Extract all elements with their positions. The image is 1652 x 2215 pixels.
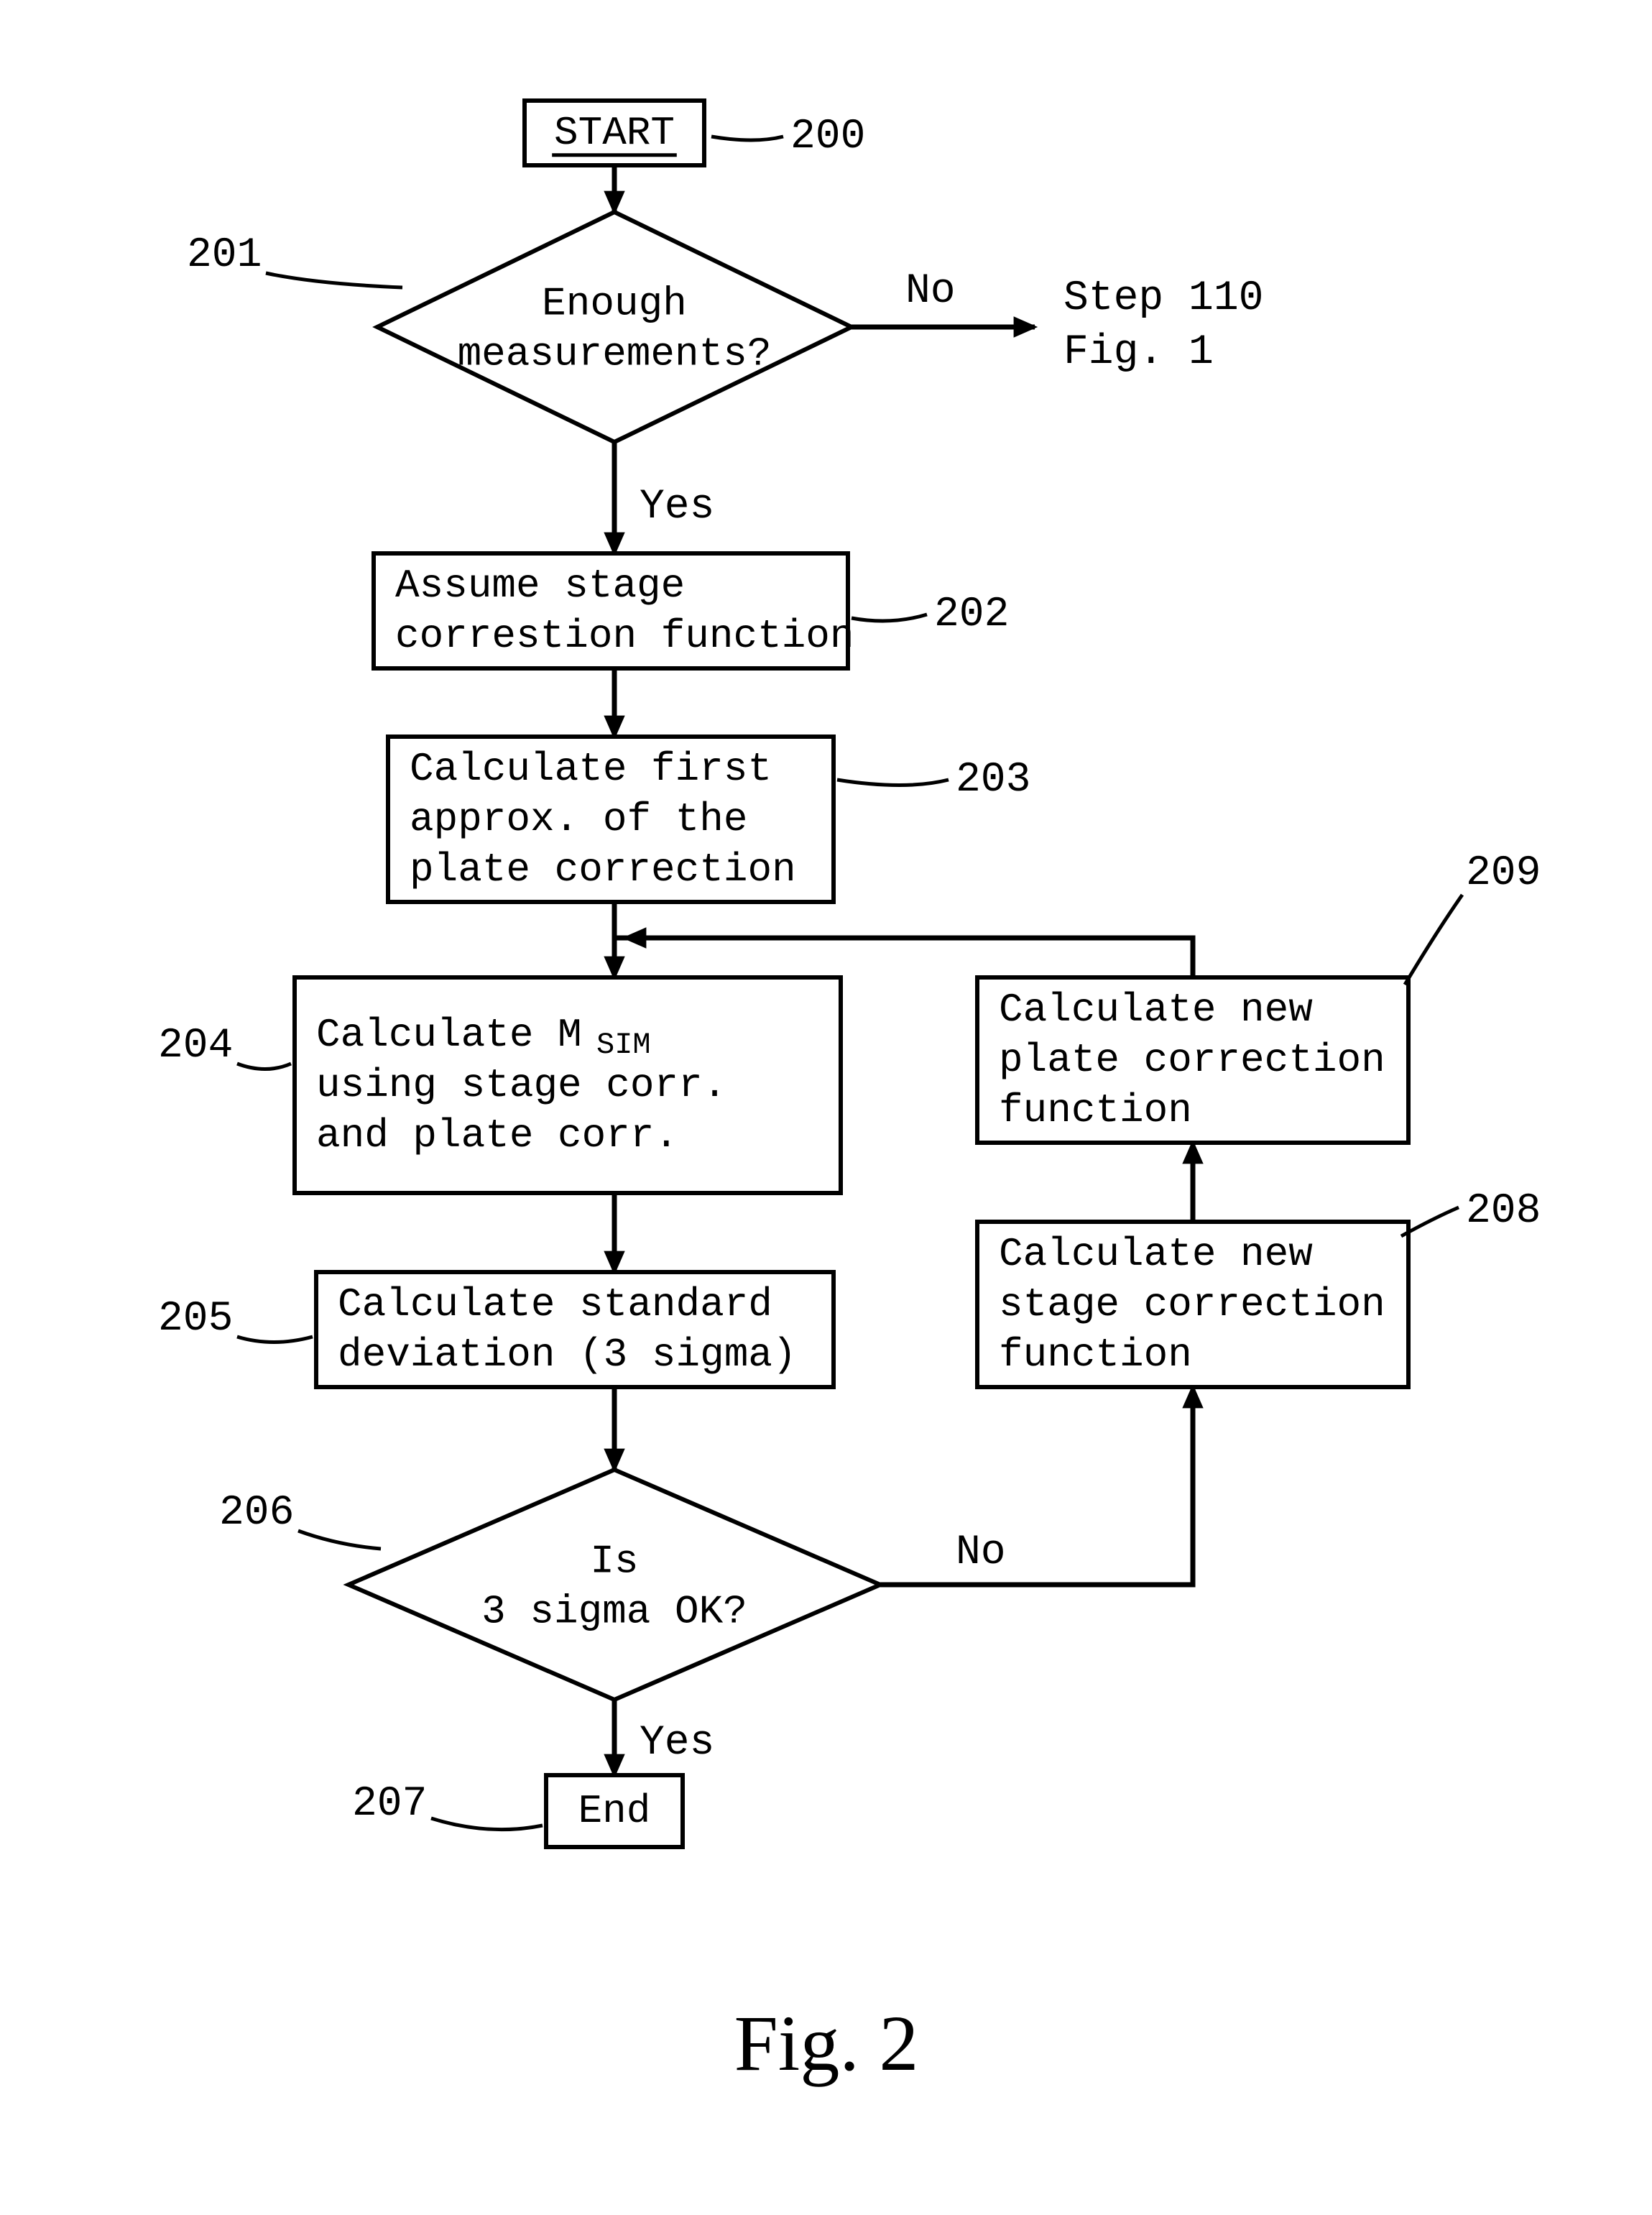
node-text: plate correction [999,1037,1385,1083]
node-text: deviation (3 sigma) [338,1332,797,1378]
subscript: SIM [596,1028,651,1062]
flow-edge [625,938,1193,977]
node-text: Calculate new [999,987,1313,1033]
leader-line [837,780,949,786]
ref-label: 203 [956,757,1030,803]
leader-line [852,614,927,621]
edge-label: No [905,268,956,315]
node-text: stage correction [999,1281,1385,1327]
leader-line [237,1064,291,1069]
leader-line [431,1818,543,1830]
flow-decision-n201 [377,212,852,442]
ref-label: Step 110 [1063,275,1263,322]
node-text: Calculate new [999,1231,1313,1277]
leader-line [237,1337,313,1343]
ref-label: 206 [219,1490,294,1537]
ref-label: Fig. 1 [1063,329,1214,376]
ref-label: 208 [1466,1188,1541,1235]
flow-edge [880,1387,1193,1585]
edge-label: Yes [640,484,714,530]
ref-label: 205 [158,1296,233,1343]
node-text: Enough [542,281,687,327]
ref-label: 209 [1466,850,1541,897]
node-text: function [999,1332,1192,1378]
node-text: correstion function [395,613,854,659]
flow-edge [614,938,1193,977]
ref-label: 207 [352,1781,427,1828]
node-text: plate correction [410,847,796,893]
leader-line [1405,895,1462,985]
edge-label: Yes [640,1720,714,1767]
node-text: measurements? [458,331,772,377]
leader-line [266,273,402,287]
leader-line [711,137,783,140]
ref-label: 204 [158,1023,233,1069]
ref-label: 201 [187,232,262,279]
node-text: approx. of the [410,796,747,842]
node-text: using stage corr. [316,1062,726,1108]
flow-decision-n206 [349,1470,880,1700]
node-text: Calculate M [316,1012,582,1058]
node-text: Is [590,1539,638,1585]
node-text: Assume stage [395,563,685,609]
ref-label: 200 [790,114,865,160]
node-text: Calculate first [410,746,772,792]
node-text: and plate corr. [316,1113,678,1159]
node-text: 3 sigma OK? [481,1589,747,1635]
node-text: function [999,1087,1192,1133]
ref-label: 202 [934,591,1009,638]
figure-caption: Fig. 2 [734,1999,919,2087]
node-text: Calculate standard [338,1281,772,1327]
node-text: End [578,1788,651,1834]
edge-label: No [956,1529,1006,1576]
leader-line [298,1531,381,1549]
node-text: START [554,110,675,156]
